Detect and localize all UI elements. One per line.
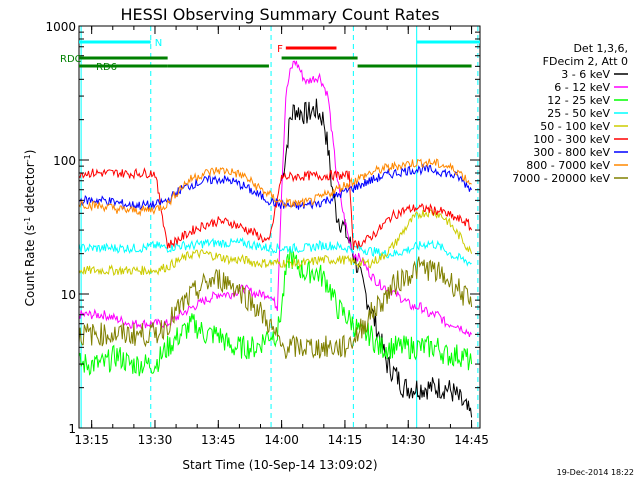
status-bars: N F RDC RD6 bbox=[60, 38, 480, 73]
legend-header-line: Det 1,3,6, bbox=[573, 42, 628, 55]
y-tick-label: 1000 bbox=[45, 20, 76, 34]
series-line-7 bbox=[79, 163, 473, 211]
legend-entry-label: 25 - 50 keV bbox=[547, 107, 610, 120]
y-label-part: ) bbox=[23, 150, 37, 155]
y-label-superscript: -1 bbox=[23, 154, 32, 162]
legend-entry-label: 3 - 6 keV bbox=[561, 68, 610, 81]
x-tick-label: 13:30 bbox=[138, 433, 173, 447]
series-line-1 bbox=[281, 98, 473, 418]
x-tick-label: 13:45 bbox=[201, 433, 236, 447]
legend-entry-label: 12 - 25 keV bbox=[547, 94, 610, 107]
series-line-5 bbox=[79, 207, 473, 276]
legend-entry-label: 100 - 300 keV bbox=[533, 133, 610, 146]
series-line-6 bbox=[79, 167, 473, 250]
series-line-3 bbox=[79, 248, 473, 377]
legend-entry-label: 800 - 7000 keV bbox=[526, 159, 610, 172]
plot-area bbox=[79, 26, 479, 428]
series-line-8 bbox=[79, 158, 472, 217]
y-label-part: Count Rate (s bbox=[23, 225, 37, 307]
y-label-part: detector bbox=[23, 162, 37, 217]
y-tick-label: 100 bbox=[53, 154, 76, 168]
axes: 13:15 13:30 13:45 14:00 14:15 14:30 14:45 1 10 10… bbox=[45, 20, 488, 447]
status-bar-label: RDC bbox=[60, 54, 82, 65]
legend-header-line: FDecim 2, Att 0 bbox=[543, 55, 628, 68]
chart-title: HESSI Observing Summary Count Rates bbox=[120, 5, 439, 24]
plot-frame bbox=[78, 25, 481, 429]
x-tick-label: 14:15 bbox=[328, 433, 363, 447]
series-line-4 bbox=[79, 236, 472, 267]
y-tick-label: 10 bbox=[61, 288, 76, 302]
footer-date: 19-Dec-2014 18:22 bbox=[557, 468, 634, 477]
legend-entry-label: 300 - 800 keV bbox=[533, 146, 610, 159]
y-tick-label: 1 bbox=[68, 422, 76, 436]
y-axis-label: Count Rate (s-1 detector-1) bbox=[23, 150, 38, 307]
series-line-9 bbox=[79, 256, 473, 359]
x-tick-label: 14:00 bbox=[264, 433, 299, 447]
status-bar-label: RD6 bbox=[96, 62, 117, 73]
x-tick-label: 14:45 bbox=[454, 433, 489, 447]
legend-entry-label: 7000 - 20000 keV bbox=[512, 172, 610, 185]
status-bar-label: F bbox=[277, 44, 283, 55]
y-axis-label-text: Count Rate (s-1 detector-1) bbox=[23, 150, 38, 307]
x-tick-label: 13:15 bbox=[74, 433, 109, 447]
legend-entry-label: 6 - 12 keV bbox=[554, 81, 610, 94]
legend-entry-label: 50 - 100 keV bbox=[540, 120, 610, 133]
series-line-2 bbox=[79, 60, 473, 338]
status-bar-label: N bbox=[155, 38, 162, 49]
x-tick-label: 14:30 bbox=[391, 433, 426, 447]
y-label-superscript: -1 bbox=[23, 217, 32, 225]
x-axis-label: Start Time (10-Sep-14 13:09:02) bbox=[182, 458, 377, 472]
